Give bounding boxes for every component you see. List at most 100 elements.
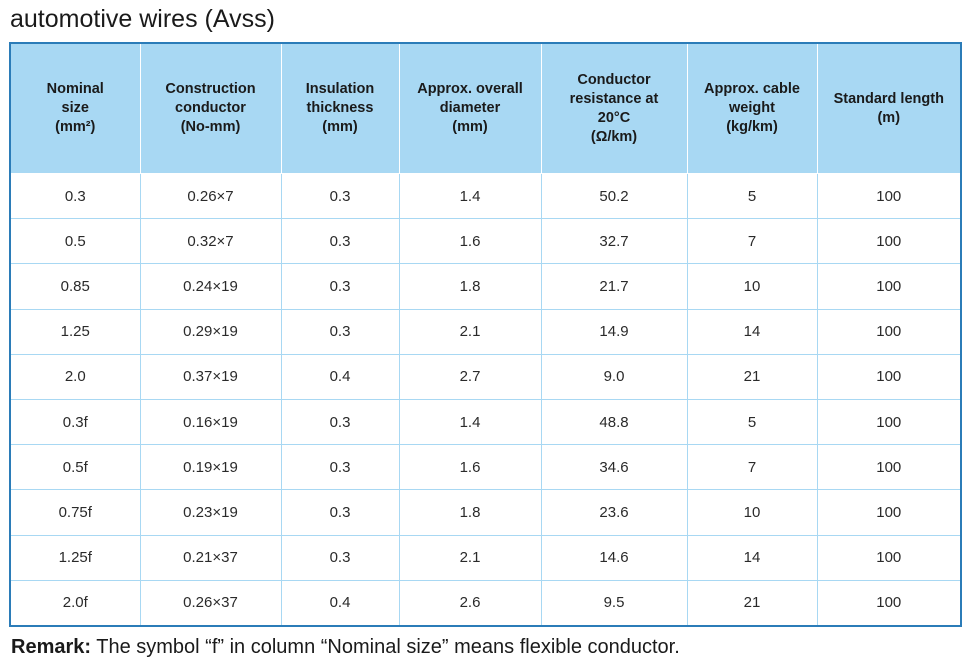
cell-nominal-size: 2.0f — [11, 580, 141, 625]
remark-label: Remark: — [11, 636, 92, 658]
cell-cable-weight: 10 — [687, 263, 818, 310]
header-line: (m) — [877, 109, 901, 126]
cell-overall-diameter: 1.4 — [399, 399, 542, 446]
header-line: Approx. cable — [704, 81, 800, 97]
remark-text: The symbol “f” in column “Nominal size” … — [91, 636, 680, 658]
table-row: 0.3 0.26×7 0.3 1.4 50.2 5 100 — [11, 173, 960, 220]
header-line: (Ω/km) — [590, 128, 638, 145]
cell-nominal-size: 1.25f — [11, 535, 141, 581]
cell-cable-weight: 5 — [687, 399, 818, 446]
cell-cable-weight: 7 — [687, 218, 818, 265]
table-row: 1.25f 0.21×37 0.3 2.1 14.6 14 100 — [11, 535, 960, 581]
header-line: Conductor — [577, 71, 651, 88]
cell-construction-conductor: 0.16×19 — [140, 399, 282, 446]
cell-conductor-resistance: 9.5 — [541, 580, 688, 625]
cell-conductor-resistance: 34.6 — [541, 444, 688, 491]
cell-cable-weight: 7 — [687, 444, 818, 491]
wire-spec-table: Nominal size (mm²) Construction conducto… — [11, 44, 960, 625]
cell-conductor-resistance: 21.7 — [541, 263, 688, 310]
cell-construction-conductor: 0.24×19 — [140, 263, 282, 310]
cell-nominal-size: 0.3 — [11, 173, 141, 220]
cell-overall-diameter: 1.6 — [399, 218, 542, 265]
cell-insulation-thickness: 0.3 — [281, 444, 400, 491]
cell-construction-conductor: 0.21×37 — [140, 535, 282, 581]
header-line: Standard length — [833, 90, 944, 107]
table-row: 2.0f 0.26×37 0.4 2.6 9.5 21 100 — [11, 580, 960, 625]
cell-construction-conductor: 0.37×19 — [140, 354, 282, 400]
cell-standard-length: 100 — [817, 399, 960, 446]
cell-construction-conductor: 0.19×19 — [140, 444, 282, 491]
cell-construction-conductor: 0.26×37 — [140, 580, 282, 625]
cell-overall-diameter: 1.4 — [399, 173, 542, 220]
table-row: 0.5 0.32×7 0.3 1.6 32.7 7 100 — [11, 218, 960, 265]
header-line: 20°C — [597, 109, 631, 126]
cell-cable-weight: 10 — [687, 489, 818, 536]
cell-nominal-size: 2.0 — [11, 354, 141, 400]
table-header: Nominal size (mm²) Construction conducto… — [11, 44, 960, 174]
header-nominal-size: Nominal size (mm²) — [11, 44, 141, 174]
cell-overall-diameter: 2.1 — [399, 309, 542, 355]
cell-overall-diameter: 1.8 — [399, 489, 542, 536]
cell-insulation-thickness: 0.4 — [281, 354, 400, 400]
header-line: (mm) — [452, 119, 488, 135]
header-line: diameter — [439, 100, 501, 116]
cell-conductor-resistance: 14.6 — [541, 535, 688, 581]
cell-conductor-resistance: 23.6 — [541, 489, 688, 536]
cell-nominal-size: 0.5f — [11, 444, 141, 491]
cell-standard-length: 100 — [817, 489, 960, 536]
cell-insulation-thickness: 0.3 — [281, 173, 400, 220]
cell-insulation-thickness: 0.3 — [281, 263, 400, 310]
table-row: 2.0 0.37×19 0.4 2.7 9.0 21 100 — [11, 354, 960, 400]
cell-overall-diameter: 2.7 — [399, 354, 542, 400]
cell-cable-weight: 14 — [687, 535, 818, 581]
table-body: 0.3 0.26×7 0.3 1.4 50.2 5 100 0.5 0.32×7 0.3 1.6 32… — [11, 173, 960, 625]
cell-cable-weight: 21 — [687, 354, 818, 400]
cell-standard-length: 100 — [876, 594, 902, 612]
header-cable-weight: Approx. cable weight (kg/km) — [687, 44, 818, 174]
cell-cable-weight: 5 — [687, 173, 818, 220]
header-conductor-resistance: Conductor resistance at 20°C (Ω/km) — [541, 44, 688, 174]
table-row: 1.25 0.29×19 0.3 2.1 14.9 14 100 — [11, 309, 960, 355]
cell-overall-diameter: 1.6 — [399, 444, 542, 491]
cell-construction-conductor: 0.32×7 — [140, 218, 282, 265]
cell-conductor-resistance: 50.2 — [541, 173, 688, 220]
cell-overall-diameter: 2.6 — [399, 580, 542, 625]
page-title: automotive wires (Avss) — [10, 5, 275, 33]
cell-nominal-size: 1.25 — [11, 309, 141, 355]
table-row: 0.5f 0.19×19 0.3 1.6 34.6 7 100 — [11, 444, 960, 491]
remark-note: Remark: The symbol “f” in column “Nomina… — [11, 634, 680, 660]
header-line: thickness — [306, 100, 374, 116]
cell-standard-length: 100 — [817, 218, 960, 265]
header-overall-diameter: Approx. overall diameter (mm) — [399, 44, 542, 174]
cell-construction-conductor: 0.23×19 — [140, 489, 282, 536]
cell-standard-length: 100 — [817, 309, 960, 355]
table-row: 0.3f 0.16×19 0.3 1.4 48.8 5 100 — [11, 399, 960, 446]
cell-cable-weight: 21 — [687, 580, 818, 625]
cell-insulation-thickness: 0.3 — [281, 218, 400, 265]
header-line: (kg/km) — [726, 119, 778, 135]
cell-insulation-thickness: 0.4 — [281, 580, 400, 625]
header-line: conductor — [175, 100, 246, 116]
header-row: Nominal size (mm²) Construction conducto… — [11, 44, 960, 174]
header-line: (No-mm) — [180, 119, 241, 135]
header-construction-conductor: Construction conductor (No-mm) — [140, 44, 282, 174]
cell-insulation-thickness: 0.3 — [281, 309, 400, 355]
cell-insulation-thickness: 0.3 — [281, 489, 400, 536]
cell-construction-conductor: 0.26×7 — [140, 173, 282, 220]
header-line: Construction — [165, 81, 256, 97]
cell-construction-conductor: 0.29×19 — [140, 309, 282, 355]
cell-overall-diameter: 2.1 — [399, 535, 542, 581]
cell-standard-length: 100 — [817, 444, 960, 491]
cell-nominal-size: 0.75f — [11, 489, 141, 536]
header-line: (mm) — [322, 119, 358, 135]
cell-nominal-size: 0.85 — [11, 263, 141, 310]
header-line: size — [61, 100, 89, 116]
cell-overall-diameter: 1.8 — [399, 263, 542, 310]
header-line: Approx. overall — [417, 81, 523, 97]
cell-cable-weight: 14 — [687, 309, 818, 355]
header-line: resistance at — [569, 90, 659, 107]
cell-standard-length: 100 — [817, 535, 960, 581]
cell-nominal-size: 0.5 — [11, 218, 141, 265]
cell-standard-length: 100 — [817, 263, 960, 310]
header-line: Nominal — [46, 81, 104, 97]
